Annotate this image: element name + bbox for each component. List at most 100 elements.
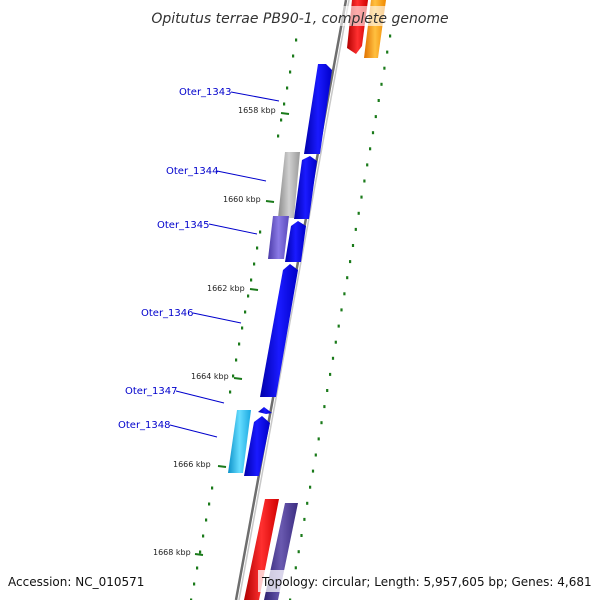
ruler-dot [256, 246, 259, 250]
ruler-dot [247, 294, 250, 298]
ruler-dot [309, 485, 312, 489]
ruler-dot [357, 211, 360, 215]
kbp-ticks [194, 112, 290, 556]
ruler-dot [323, 405, 326, 409]
footer-backdrop [258, 570, 598, 592]
ruler-dot [374, 115, 377, 119]
leader-line [169, 424, 218, 438]
gene-label-oter-1346[interactable]: Oter_1346 [141, 308, 194, 319]
leader-line [192, 312, 242, 324]
ruler-dot [294, 566, 297, 570]
ruler-dot [360, 195, 363, 199]
kbp-tick [265, 200, 275, 203]
ruler-dot [280, 118, 283, 122]
ruler-dot [196, 566, 199, 570]
gene-label-oter-1345[interactable]: Oter_1345 [157, 220, 210, 231]
kbp-tick [280, 112, 290, 115]
ruler-dot [277, 134, 280, 138]
gene-oter-1346[interactable] [260, 264, 298, 397]
ruler-dot [380, 82, 383, 86]
kbp-label: 1660 kbp [223, 195, 261, 204]
kbp-labels: 1658 kbp 1660 kbp 1662 kbp 1664 kbp 1666… [153, 106, 276, 557]
ruler-dot [235, 358, 238, 362]
gene-oter-1345-purple[interactable] [268, 216, 289, 259]
ruler-dot [286, 86, 289, 90]
gene-oter-1343[interactable] [304, 64, 332, 154]
ruler-dot [208, 502, 211, 506]
leader-line [208, 223, 258, 235]
ruler-dot [238, 342, 241, 346]
kbp-label: 1662 kbp [207, 284, 245, 293]
ruler-dot [297, 550, 300, 554]
gene-oter-1348-cyan[interactable] [228, 410, 251, 473]
kbp-tick [194, 553, 204, 556]
left-ruler-track [190, 38, 298, 600]
kbp-label: 1664 kbp [191, 372, 229, 381]
ruler-dot [337, 324, 340, 328]
ruler-dot [354, 227, 357, 231]
title-backdrop [150, 6, 450, 26]
ruler-dot [340, 308, 343, 312]
kbp-label: 1666 kbp [173, 460, 211, 469]
ruler-dot [289, 598, 292, 600]
ruler-dot [253, 262, 256, 266]
gene-oter-1344[interactable] [294, 156, 317, 219]
ruler-dot [389, 34, 392, 38]
kbp-tick [249, 288, 259, 291]
gene-label-oter-1347[interactable]: Oter_1347 [125, 386, 178, 397]
gene-oter-1347[interactable] [258, 407, 272, 414]
kbp-label: 1658 kbp [238, 106, 276, 115]
gene-label-oter-1343[interactable]: Oter_1343 [179, 87, 232, 98]
ruler-dot [303, 517, 306, 521]
ruler-dot [306, 501, 309, 505]
ruler-dot [369, 147, 372, 151]
ruler-dot [259, 230, 262, 234]
ruler-dot [202, 534, 205, 538]
gene-labels: Oter_1343 Oter_1344 Oter_1345 Oter_1346 … [118, 87, 232, 431]
genome-backbone-shadow [238, 0, 350, 600]
ruler-dot [250, 278, 253, 282]
gene-oter-1345[interactable] [285, 221, 306, 262]
ruler-dot [351, 244, 355, 247]
kbp-tick [217, 465, 227, 468]
gene-oter-1348[interactable] [244, 416, 270, 476]
leader-line [230, 91, 280, 102]
ruler-dot [320, 421, 323, 425]
ruler-dot [244, 310, 247, 314]
ruler-dot [289, 70, 292, 74]
ruler-dot [349, 260, 352, 264]
ruler-dot [283, 102, 286, 106]
ruler-dot [232, 374, 235, 378]
ruler-dot [300, 534, 303, 537]
ruler-dot [326, 389, 329, 392]
ruler-dot [383, 66, 386, 70]
ruler-dot [311, 469, 315, 473]
gene-label-oter-1348[interactable]: Oter_1348 [118, 420, 171, 431]
gene-leader-lines [169, 91, 280, 438]
ruler-dot [386, 50, 389, 54]
ruler-dot [193, 582, 196, 586]
kbp-label: 1668 kbp [153, 548, 191, 557]
ruler-dot [211, 486, 214, 490]
ruler-dot [331, 356, 335, 360]
right-ruler-track [289, 34, 392, 600]
ruler-dot [346, 276, 349, 280]
ruler-dot [199, 550, 202, 554]
leader-line [216, 170, 267, 182]
ruler-dot [292, 54, 295, 58]
ruler-dot [366, 163, 369, 167]
ruler-dot [377, 99, 380, 102]
gene-label-oter-1344[interactable]: Oter_1344 [166, 166, 219, 177]
ruler-dot [371, 131, 375, 135]
leader-line [175, 390, 225, 404]
ruler-dot [314, 453, 317, 457]
accession-text: Accession: NC_010571 [8, 575, 144, 589]
topology-text: Topology: circular; Length: 5,957,605 bp… [261, 575, 592, 589]
gene-oter-1344-gray[interactable] [278, 152, 300, 218]
ruler-dot [363, 179, 366, 183]
ruler-dot [190, 598, 193, 600]
ruler-dot [317, 437, 320, 441]
gene-red-bottom[interactable] [244, 499, 279, 600]
